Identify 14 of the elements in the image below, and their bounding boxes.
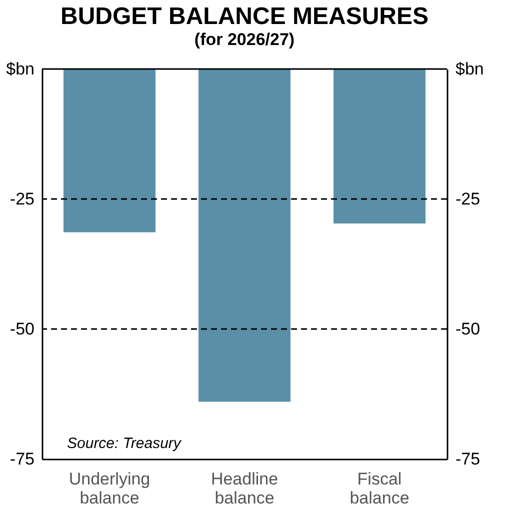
chart-title: BUDGET BALANCE MEASURES: [60, 3, 429, 30]
y2-tick-label: -75: [456, 450, 480, 468]
x-tick-label: Fiscal balance: [350, 470, 410, 508]
y-tick-label: -50: [10, 320, 34, 338]
x-tick-label: Headline balance: [210, 470, 278, 508]
y-tick-label: -25: [10, 190, 34, 208]
x-tick-label: Underlying balance: [68, 470, 150, 508]
annotation: Source: Treasury: [67, 435, 182, 452]
y-tick-label: $bn: [6, 60, 34, 78]
y-tick-label: -75: [10, 450, 34, 468]
y2-tick-label: $bn: [456, 60, 484, 78]
chart-subtitle: (for 2026/27): [194, 30, 295, 49]
y2-tick-label: -25: [456, 190, 480, 208]
y2-tick-label: -50: [456, 320, 480, 338]
